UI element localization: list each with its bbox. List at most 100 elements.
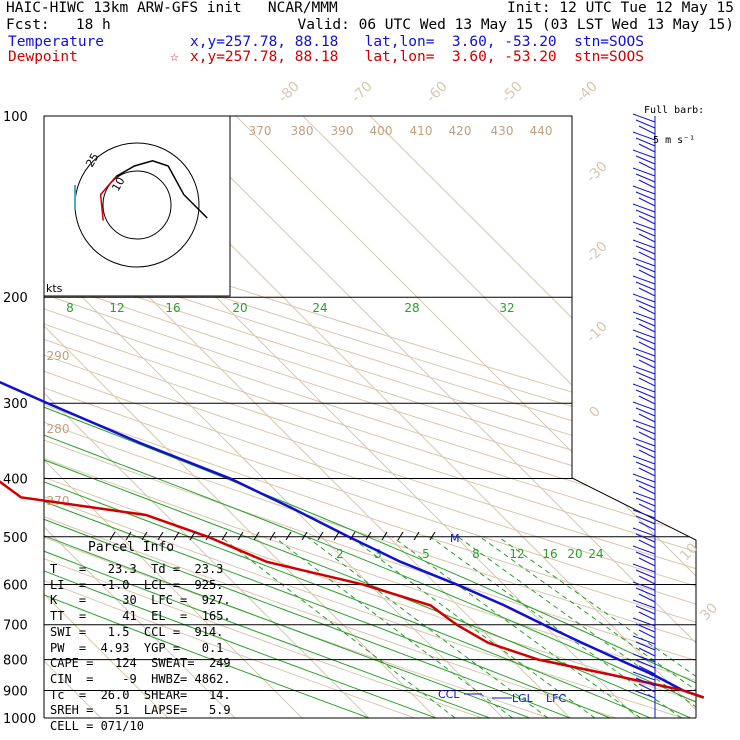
wind-barb [638,593,656,603]
wind-barb [635,569,656,579]
freezing-hash [349,531,356,541]
freezing-hash [237,531,244,541]
mixing-ratio-line [349,536,596,718]
wind-barb [632,311,656,321]
wind-barb [635,173,656,183]
pressure-label: 300 [3,397,28,412]
mixing-ratio-line [498,536,696,718]
dry-adiabat [44,116,696,718]
parcel-info-row: SREH = 51 LAPSE= 5.9 [50,703,231,718]
parcel-info-row: TT = 41 EL = 165. [50,609,231,624]
wind-barb [632,689,656,699]
barb-legend: Full barb: 5 m s⁻¹ [644,86,704,156]
isotherm-line [168,116,696,718]
wind-barb [638,395,656,405]
dry-adiabat [44,116,696,718]
wind-barb [638,215,656,225]
wind-barb [638,449,656,459]
wind-barb [632,383,656,393]
mixing-ratio-label: 20 [567,547,582,561]
wind-barb [638,269,656,279]
dry-adiabat [44,116,696,718]
theta-e-label: 20 [232,301,247,315]
wind-barb [638,431,656,441]
freezing-hash [381,531,388,541]
wind-barb [638,377,656,387]
dry-adiabat [44,116,617,718]
moist-adiabat [44,269,651,718]
wind-barb [638,179,656,189]
freezing-hash [397,531,404,541]
wind-barb [638,467,656,477]
wind-barb [635,299,656,309]
freezing-hash [125,531,132,541]
parcel-info-row: LI = -1.0 LCL = 925. [50,577,224,592]
wind-barb [638,557,656,567]
freezing-hash [141,531,148,541]
mixing-ratio-label: 3 [374,547,382,561]
temperature-legend: Temperature [8,34,105,50]
theta-label: 440 [530,124,553,138]
init-time: Init: 12 UTC Tue 12 May 15 [507,0,734,16]
m-label: M [450,532,460,545]
moist-adiabat [44,269,696,718]
wind-barb [635,605,656,615]
wind-barb [632,203,656,213]
wind-barb [635,317,656,327]
theta-label: 280 [47,422,70,436]
wind-barb [632,455,656,465]
pressure-label: 700 [3,619,28,634]
hodograph-trace [115,160,208,219]
parcel-info-row: CELL = 071/10 [50,719,144,733]
wind-barb [632,257,656,267]
parcel-info-row: K = 30 LFC = 927. [50,593,231,608]
freezing-hash [429,531,436,541]
wind-barb [638,539,656,549]
wind-barb [638,503,656,513]
hodograph-trace-low [99,175,117,221]
wind-barb [638,575,656,585]
pressure-label: 100 [3,110,28,125]
wind-barb [632,167,656,177]
wind-barb [632,365,656,375]
dry-adiabat [44,116,416,718]
barb-legend-line1: Full barb: [644,105,705,116]
wind-barb [638,251,656,261]
wind-barb [632,581,656,591]
dry-adiabat [44,116,696,718]
wind-barb [635,461,656,471]
theta-e-label: 28 [404,301,419,315]
mixing-ratio-line [429,536,682,718]
dry-adiabat [44,116,696,718]
mixing-ratio-line [479,536,696,718]
wind-barb [632,149,656,159]
dry-adiabat [44,116,696,718]
dewpoint-legend: Dewpoint [8,49,78,65]
moist-adiabat [44,269,611,718]
lgl-label: LGL [512,692,534,705]
barb-legend-line2: 5 m s⁻¹ [653,135,696,146]
wind-barb [638,161,656,171]
wind-barb [638,305,656,315]
parcel-info-row: CIN = -9 HWBZ= 4862. [50,671,231,686]
dry-adiabat [44,116,696,718]
wind-barb [632,671,656,681]
wind-barb [635,497,656,507]
isotherm-label: -30 [583,158,610,185]
mixing-ratio-line [457,536,696,718]
wind-barb [635,263,656,273]
wind-barb [635,227,656,237]
wind-barb [638,629,656,639]
parcel-info-row: T = 23.3 Td = 23.3 [50,562,224,576]
freezing-hash [205,531,212,541]
dry-adiabat [44,116,696,718]
isotherm-label: -20 [583,238,610,265]
wind-barb [638,413,656,423]
mixing-ratio-line [392,536,641,718]
mixing-ratio-label: 24 [588,547,603,561]
wind-barb [632,221,656,231]
theta-label: 420 [449,124,472,138]
theta-label: 380 [291,124,314,138]
wind-barb [635,353,656,363]
pressure-label: 200 [3,291,28,306]
